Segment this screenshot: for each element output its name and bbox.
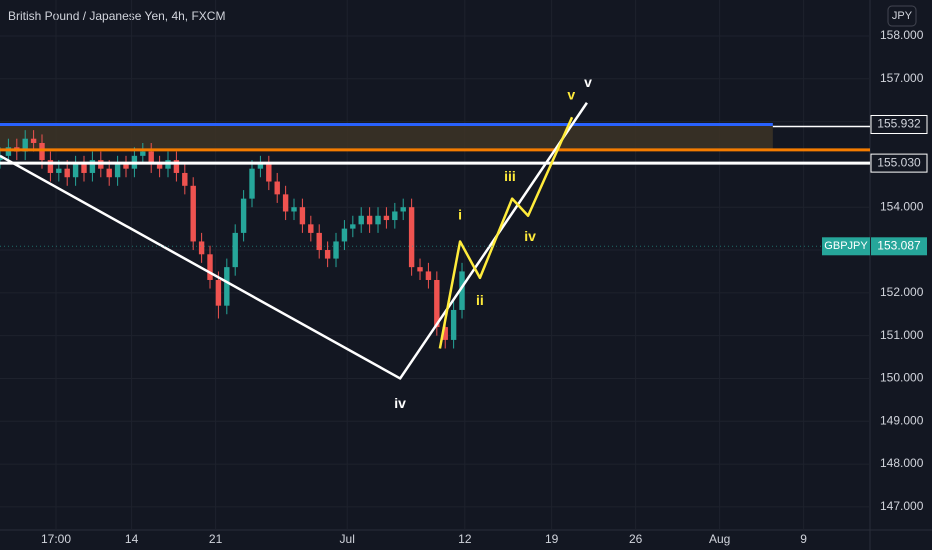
candle-body (417, 267, 423, 272)
currency[interactable]: JPY (892, 10, 913, 22)
y-tick-label: 154.000 (880, 199, 924, 213)
x-tick-label: 14 (125, 532, 139, 546)
candle-body (56, 168, 62, 173)
price-tag-label: 153.087 (877, 238, 921, 252)
currency-box[interactable] (887, 5, 917, 27)
candle-body (341, 228, 348, 242)
candle-body (442, 327, 448, 340)
candle-body (434, 279, 440, 328)
candle-body (224, 267, 230, 306)
candle-body (459, 271, 465, 310)
candle-body (81, 164, 87, 173)
y-tick-label: 157.000 (880, 71, 924, 85)
candle-body (5, 147, 12, 156)
trend-line (0, 102, 588, 380)
candle-body (333, 241, 339, 259)
candle-body (215, 279, 222, 306)
plot-area (0, 0, 870, 530)
candle-body (89, 160, 96, 173)
y-tick-label: 151.000 (880, 328, 924, 342)
candle-body (257, 164, 264, 169)
x-tick-label: 19 (545, 532, 559, 546)
candle-body (190, 185, 196, 242)
price-tag-label: 155.932 (877, 117, 921, 131)
y-tick-label: 152.000 (880, 285, 924, 299)
symbol-tag-label: GBPJPY (824, 240, 868, 252)
wave-label: iii (504, 168, 516, 184)
y-tick-label: 150.000 (880, 371, 924, 385)
x-tick-label: 9 (800, 532, 807, 546)
wave-label: i (458, 206, 462, 222)
candle-body (266, 164, 272, 182)
x-tick-label: Aug (709, 532, 730, 546)
candle-body (324, 250, 331, 259)
candle-body (299, 207, 306, 225)
x-tick-label: 21 (209, 532, 223, 546)
trend-line (438, 116, 574, 349)
candle-body (114, 164, 121, 178)
price-tag (870, 153, 928, 173)
x-tick-label: 12 (458, 532, 472, 546)
candle-body (207, 254, 213, 280)
candle-body (123, 164, 129, 169)
candle-body (249, 168, 255, 199)
candle-body (156, 164, 163, 169)
candle-body (366, 215, 373, 225)
candle-body (198, 241, 205, 255)
candle-body (182, 172, 188, 186)
wave-label: iv (524, 228, 536, 244)
wave-label: v (584, 74, 592, 90)
y-tick-label: 148.000 (880, 456, 924, 470)
candle-body (450, 309, 457, 340)
x-tick-label: 26 (629, 532, 643, 546)
candle-body (232, 232, 238, 268)
candle-body (358, 215, 364, 225)
candle-body (383, 215, 390, 221)
candle-body (140, 151, 146, 156)
wave-label: v (567, 87, 575, 103)
candle-body (291, 207, 297, 212)
candle-body (72, 164, 79, 178)
candle-body (39, 142, 45, 161)
candle-body (350, 224, 356, 229)
candle-body (274, 181, 280, 195)
zone (0, 124, 773, 150)
candle-body (148, 151, 154, 165)
candle-body (308, 224, 314, 233)
candle-body (408, 207, 415, 268)
candle-body (240, 198, 247, 233)
y-tick-label: 147.000 (880, 499, 924, 513)
candle-body (282, 194, 289, 212)
x-tick-label: 17:00 (41, 532, 71, 546)
price-tag (870, 114, 928, 134)
price-tag (871, 237, 927, 256)
candle-body (30, 138, 37, 143)
y-tick-label: 158.000 (880, 28, 924, 42)
wave-label: ii (476, 292, 484, 308)
x-tick-label: Jul (340, 532, 355, 546)
candle-body (425, 271, 432, 280)
candle-body (375, 215, 381, 225)
symbol-tag (822, 237, 870, 256)
candle-body (106, 168, 112, 178)
candle-body (47, 160, 54, 173)
candle-body (400, 207, 406, 212)
candle-body (173, 160, 180, 173)
price-tag-label: 155.030 (877, 155, 921, 169)
y-tick-label: 149.000 (880, 413, 924, 427)
candle-body (64, 168, 70, 178)
chart-title: British Pound / Japanese Yen, 4h, FXCM (8, 9, 225, 23)
candle-body (316, 232, 322, 251)
candle-body (392, 211, 398, 221)
candle-body (22, 138, 28, 152)
wave-label: iv (394, 395, 406, 411)
